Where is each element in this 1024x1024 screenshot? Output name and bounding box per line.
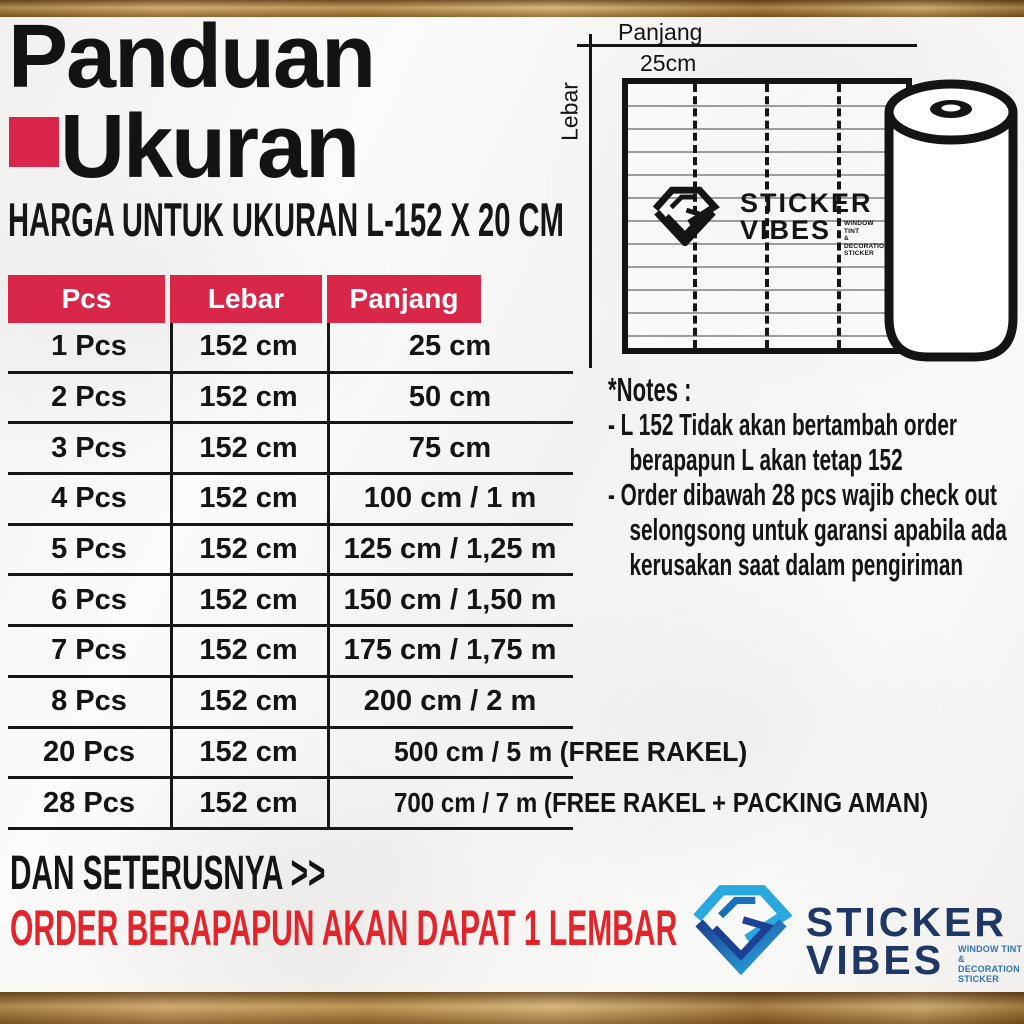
notes-section: *Notes : - L 152 Tidak akan bertambah or… bbox=[608, 372, 1023, 582]
table-row: 6 Pcs 152 cm 150 cm / 1,50 m bbox=[8, 576, 573, 628]
table-row: 2 Pcs 152 cm 50 cm bbox=[8, 374, 573, 425]
brand-name-vibes: VIBES bbox=[806, 937, 945, 983]
table-row: 7 Pcs 152 cm 175 cm / 1,75 m bbox=[8, 627, 573, 678]
red-square-accent bbox=[9, 117, 59, 167]
sheet-logo-name: VIBES bbox=[740, 215, 832, 245]
note-line: selongsong untuk garansi apabila ada bbox=[629, 512, 1007, 547]
cut-line-dashed bbox=[837, 84, 841, 348]
table-column-divider bbox=[327, 323, 330, 830]
table-row: 5 Pcs 152 cm 125 cm / 1,25 m bbox=[8, 526, 573, 577]
cut-line-dashed bbox=[765, 84, 769, 348]
table-header-row: Pcs Lebar Panjang bbox=[8, 275, 573, 323]
note-line: berapapun L akan tetap 152 bbox=[629, 442, 903, 477]
table-row: 28 Pcs 152 cm 700 cm / 7 m (FREE RAKEL + P… bbox=[8, 779, 928, 830]
panjang-axis-line bbox=[577, 44, 917, 47]
note-line: - L 152 Tidak akan bertambah order bbox=[608, 407, 957, 442]
note-line: - Order dibawah 28 pcs wajib check out bbox=[608, 477, 997, 512]
sticker-sheet-diagram: STICKER VIBES WINDOW TINT & DECORATION S… bbox=[622, 78, 912, 354]
brand-tagline: WINDOW TINT & DECORATION STICKER bbox=[958, 944, 1023, 984]
footer-order-promo: ORDER BERAPAPUN AKAN DAPAT 1 LEMBAR bbox=[10, 900, 678, 956]
table-header-pcs: Pcs bbox=[8, 275, 165, 323]
sheet-logo-tagline: WINDOW TINT & DECORATION STICKER bbox=[844, 220, 890, 257]
brand-name-sticker: STICKER bbox=[806, 899, 1007, 945]
sticker-roll-illustration bbox=[884, 79, 1018, 362]
table-column-divider bbox=[170, 323, 173, 830]
stickervibes-gem-icon bbox=[652, 186, 720, 246]
lebar-axis-line bbox=[589, 34, 592, 368]
page-title-line1: Panduan bbox=[8, 7, 376, 107]
segment-size-label: 25cm bbox=[640, 50, 697, 76]
footer-dan-seterusnya: DAN SETERUSNYA >> bbox=[10, 847, 326, 900]
sheet-logo-name: STICKER bbox=[740, 188, 873, 218]
price-subtitle: HARGA UNTUK UKURAN L-152 X 20 CM bbox=[8, 193, 564, 246]
table-row: 8 Pcs 152 cm 200 cm / 2 m bbox=[8, 678, 573, 729]
top-gold-bar bbox=[0, 0, 1024, 17]
table-header-lebar: Lebar bbox=[170, 275, 322, 323]
lebar-axis-label: Lebar bbox=[556, 82, 583, 141]
table-row: 4 Pcs 152 cm 100 cm / 1 m bbox=[8, 475, 573, 526]
notes-heading: *Notes : bbox=[608, 371, 692, 408]
table-row: 3 Pcs 152 cm 75 cm bbox=[8, 424, 573, 476]
bottom-gold-bar bbox=[0, 992, 1024, 1024]
price-table: Pcs Lebar Panjang 1 Pcs 152 cm 25 cm 2 Pcs… bbox=[8, 275, 928, 830]
table-header-panjang: Panjang bbox=[327, 275, 481, 323]
table-body: 1 Pcs 152 cm 25 cm 2 Pcs 152 cm 50 cm 3 Pcs 1… bbox=[8, 323, 928, 830]
panjang-axis-label: Panjang bbox=[618, 19, 703, 45]
note-line: kerusakan saat dalam pengiriman bbox=[629, 547, 964, 582]
page-title-line2: Ukuran bbox=[60, 97, 360, 197]
stickervibes-gem-icon bbox=[693, 885, 792, 976]
table-row: 20 Pcs 152 cm 500 cm / 5 m (FREE RAKEL) bbox=[8, 729, 747, 780]
table-row: 1 Pcs 152 cm 25 cm bbox=[8, 323, 573, 374]
